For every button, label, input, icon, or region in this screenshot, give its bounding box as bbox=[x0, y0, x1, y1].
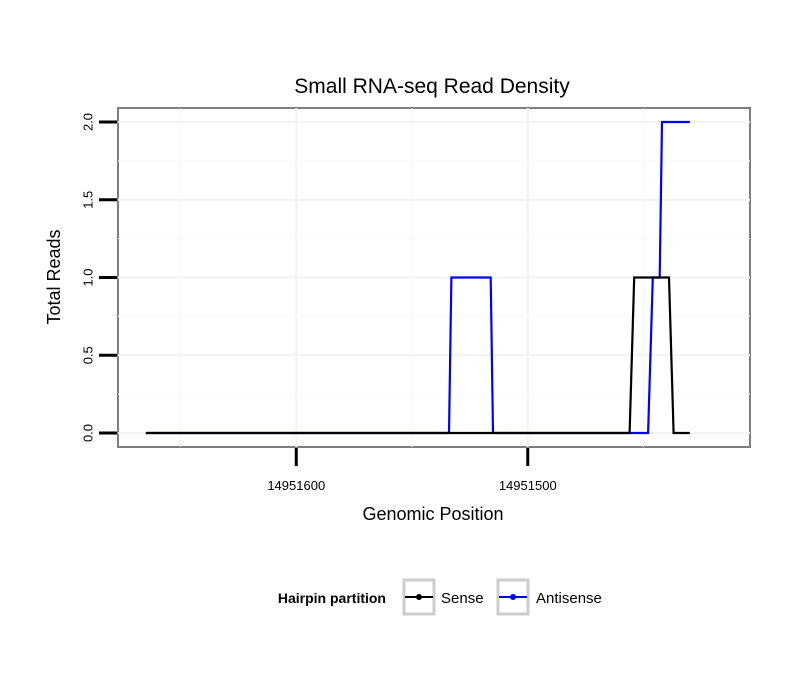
series-layer bbox=[145, 120, 690, 435]
legend-label-antisense: Antisense bbox=[536, 590, 602, 607]
y-axis-label: Total Reads bbox=[44, 229, 64, 324]
chart-title: Small RNA-seq Read Density bbox=[294, 75, 570, 98]
legend-label-sense: Sense bbox=[441, 590, 484, 607]
legend-title: Hairpin partition bbox=[278, 590, 386, 606]
y-tick-label: 1.5 bbox=[81, 191, 96, 209]
legend-item-antisense[interactable]: Antisense bbox=[496, 578, 602, 616]
series-line-sense bbox=[145, 276, 690, 435]
y-tick-label: 0.5 bbox=[81, 346, 96, 364]
y-tick-label: 2.0 bbox=[81, 113, 96, 131]
x-tick-label: 14951500 bbox=[499, 478, 557, 493]
y-tick-label: 1.0 bbox=[81, 268, 96, 286]
y-tick-label: 0.0 bbox=[81, 424, 96, 442]
x-tick-label: 14951600 bbox=[267, 478, 325, 493]
y-axis: 0.0 0.5 1.0 1.5 2.0 bbox=[81, 113, 117, 442]
x-axis: 14951600 14951500 bbox=[267, 448, 557, 493]
legend-key-dot bbox=[510, 594, 516, 600]
legend: Hairpin partition Sense Antisense bbox=[278, 578, 602, 616]
x-axis-label: Genomic Position bbox=[362, 504, 503, 524]
minor-gridlines bbox=[118, 108, 750, 447]
legend-item-sense[interactable]: Sense bbox=[402, 578, 484, 616]
legend-key-dot bbox=[416, 594, 422, 600]
